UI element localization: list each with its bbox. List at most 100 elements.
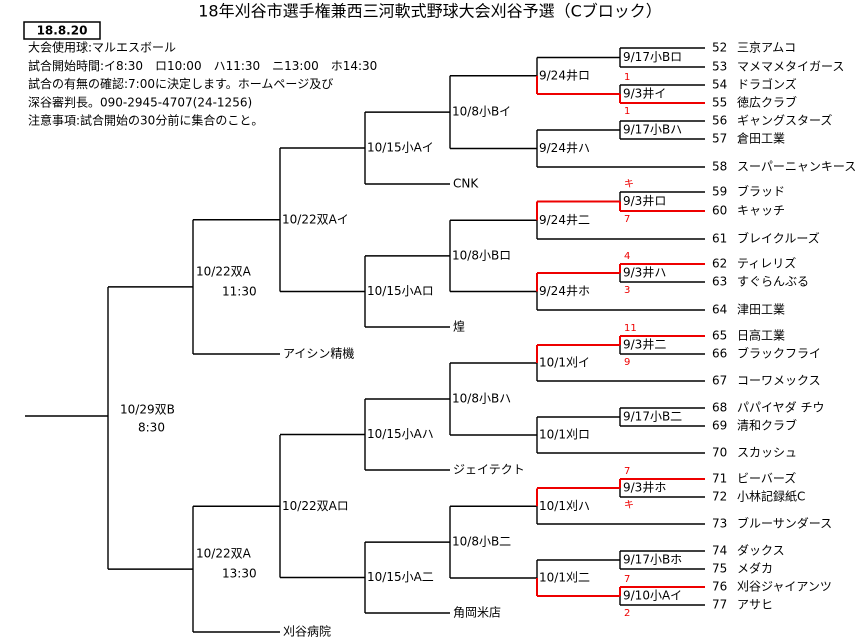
game-label: 10/8小Bロ — [452, 248, 511, 262]
team-name: ギャングスターズ — [737, 113, 832, 128]
team-name: スカッシュ — [737, 446, 797, 460]
game-label: 9/3井ロ — [623, 194, 666, 208]
team-name: ブレイクルーズ — [737, 231, 820, 246]
team-name: マメマメタイガース — [737, 60, 844, 74]
team-number: 73 — [712, 517, 727, 531]
note: 大会使用球:マルエスボール — [28, 40, 176, 55]
team-name: メダカ — [737, 561, 773, 576]
game-time: 8:30 — [138, 421, 165, 435]
team-number: 68 — [712, 401, 727, 415]
game-label: 10/1刈二 — [539, 571, 590, 585]
team-number: 71 — [712, 472, 727, 486]
game-label: 10/1刈イ — [539, 356, 590, 370]
score: 7 — [624, 466, 630, 477]
team-number: 53 — [712, 60, 727, 74]
game-label: 9/24井ハ — [539, 141, 590, 155]
team-number: 57 — [712, 132, 727, 146]
score: 1 — [624, 72, 630, 83]
team-number: 75 — [712, 562, 727, 576]
score: 3 — [624, 285, 630, 296]
score: キ — [624, 500, 634, 511]
game-label: 9/3井二 — [623, 338, 666, 352]
score: 11 — [624, 323, 637, 334]
game-label: 10/8小Bハ — [452, 392, 511, 406]
team-name: 倉田工業 — [737, 131, 785, 146]
team-name: ブルーサンダース — [737, 516, 832, 531]
game-label: 10/15小Aロ — [367, 284, 434, 298]
game-label: 9/3井ホ — [623, 481, 666, 495]
game-label: 10/22双A — [196, 264, 252, 278]
date: 18.8.20 — [37, 24, 88, 38]
team-name: 刈谷ジャイアンツ — [737, 580, 832, 594]
game-label: 9/17小Bロ — [623, 50, 682, 64]
game-label: 10/8小Bイ — [452, 105, 511, 119]
game-label: 10/15小Aハ — [367, 427, 434, 441]
game-label: 9/17小B二 — [623, 410, 682, 424]
team-name: ビーバーズ — [737, 471, 796, 486]
team-number: 67 — [712, 374, 727, 388]
team-number: 64 — [712, 303, 727, 317]
game-label: 9/17小Bホ — [623, 553, 682, 567]
team-name: ドラゴンズ — [737, 77, 797, 92]
game-label: 10/1刈ハ — [539, 499, 590, 513]
note: 試合の有無の確認:7:00に決定します。ホームページ及び — [28, 76, 333, 91]
date-box — [23, 21, 101, 40]
team-number: 55 — [712, 96, 727, 110]
team-name: コーワメックス — [737, 374, 821, 388]
game-label: 10/8小B二 — [452, 535, 511, 549]
game-label: 9/3井ハ — [623, 266, 666, 280]
seed-team: 煌 — [453, 320, 465, 334]
team-name: 日高工業 — [737, 328, 785, 343]
team-number: 72 — [712, 490, 727, 504]
team-name: ダックス — [737, 543, 785, 558]
team-name: 小林記録紙C — [737, 489, 805, 504]
note: 試合開始時間:イ8:30 ロ10:00 ハ11:30 ニ13:00 ホ14:30 — [28, 58, 377, 73]
team-number: 74 — [712, 544, 727, 558]
seed-team: アイシン精機 — [283, 346, 354, 361]
team-name: ブラッド — [737, 184, 785, 199]
team-number: 59 — [712, 185, 727, 199]
note: 深谷審判長。090-2945-4707(24-1256) — [28, 94, 252, 109]
title: 18年刈谷市選手権兼西三河軟式野球大会刈谷予選（Cブロック） — [198, 2, 662, 21]
game-time: 11:30 — [222, 284, 257, 298]
team-number: 65 — [712, 329, 727, 343]
score: 1 — [624, 106, 630, 117]
score: 9 — [624, 357, 630, 368]
game-label: 9/24井ホ — [539, 284, 590, 298]
game-label: 9/24井ロ — [539, 68, 590, 82]
game-label: 9/3井イ — [623, 87, 666, 101]
game-time: 13:30 — [222, 567, 257, 581]
team-name: アサヒ — [737, 598, 773, 612]
score: 7 — [624, 214, 630, 225]
team-number: 56 — [712, 114, 727, 128]
team-name: 徳広クラブ — [737, 95, 797, 110]
game-label: 10/15小A二 — [367, 570, 434, 584]
game-label: 9/24井二 — [539, 213, 590, 227]
team-number: 54 — [712, 78, 727, 92]
seed-team: CNK — [453, 177, 479, 191]
team-number: 61 — [712, 232, 727, 246]
team-number: 63 — [712, 275, 727, 289]
team-name: ティレリズ — [737, 256, 796, 271]
game-label: 10/15小Aイ — [367, 141, 434, 155]
game-label: 10/1刈ロ — [539, 428, 590, 442]
score: 4 — [624, 251, 630, 262]
team-number: 66 — [712, 347, 727, 361]
team-name: 三京アムコ — [737, 41, 796, 55]
seed-team: ジェイテクト — [453, 463, 525, 477]
game-label: 10/22双A — [196, 547, 252, 561]
note: 注意事項:試合開始の30分前に集合のこと。 — [28, 113, 263, 128]
game-label: 9/10小Aイ — [623, 589, 682, 603]
seed-team: 角岡米店 — [453, 606, 501, 620]
team-name: 清和クラブ — [737, 418, 797, 433]
team-name: パパイヤダ チウ — [737, 400, 824, 415]
team-number: 77 — [712, 598, 727, 612]
game-label: 10/22双Aロ — [282, 499, 349, 513]
game-label: 9/17小Bハ — [623, 123, 682, 137]
team-number: 76 — [712, 580, 727, 594]
team-name: スーパーニャンキース — [737, 160, 856, 174]
score: 2 — [624, 608, 630, 619]
game-label: 10/29双B — [120, 403, 175, 417]
